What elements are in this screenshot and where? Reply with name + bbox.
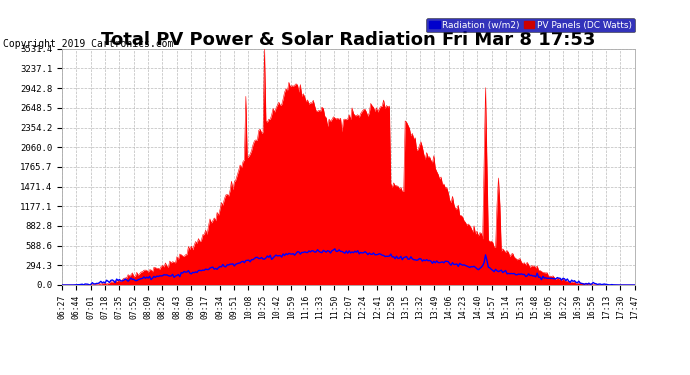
Title: Total PV Power & Solar Radiation Fri Mar 8 17:53: Total PV Power & Solar Radiation Fri Mar… [101, 31, 595, 49]
Text: Copyright 2019 Cartronics.com: Copyright 2019 Cartronics.com [3, 39, 174, 50]
Legend: Radiation (w/m2), PV Panels (DC Watts): Radiation (w/m2), PV Panels (DC Watts) [426, 18, 635, 33]
